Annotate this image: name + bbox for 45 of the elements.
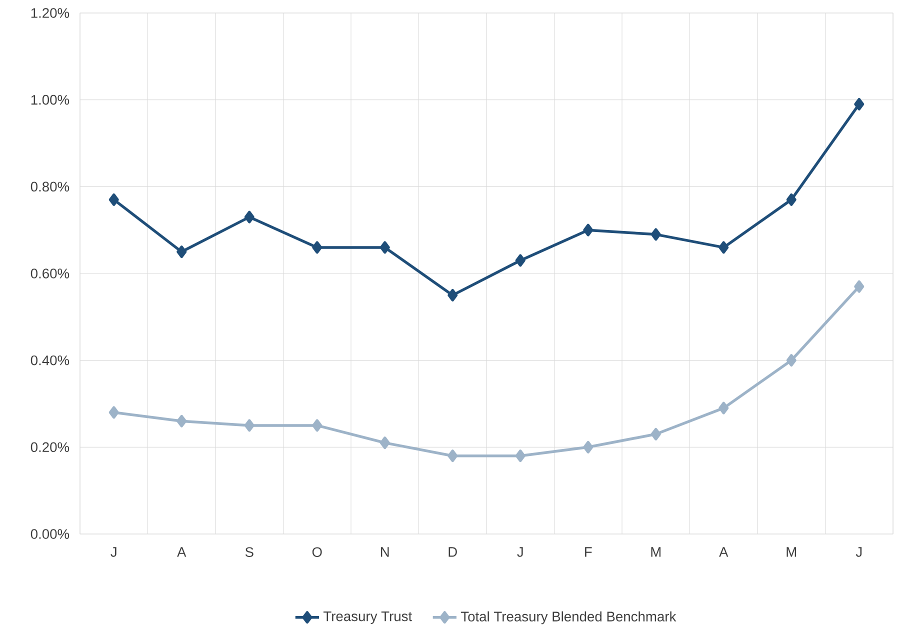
point [312,241,322,254]
y-tick-label: 0.40% [30,355,70,366]
x-tick-label: M [786,547,796,557]
x-tick-label: F [585,547,592,557]
x-tick-label: J [110,547,116,557]
point [380,241,390,254]
y-tick-label: 0.80% [30,182,70,192]
point [583,224,594,236]
point [786,354,796,367]
y-tick-label: 1.20% [31,8,70,18]
legend-label: Total Treasury Blended Benchmark [460,611,676,624]
point [108,406,119,419]
point [448,288,458,302]
point [854,98,864,110]
point [718,402,729,414]
point [380,436,390,450]
x-tick-label: N [381,547,389,557]
point [650,428,661,440]
point [448,450,458,462]
point [718,241,729,254]
y-tick-label: 0.20% [30,442,70,452]
point [176,246,187,258]
point [312,419,322,432]
point [786,193,796,206]
point [515,450,526,462]
legend-label: Treasury Trust [323,612,412,624]
x-tick-label: M [651,547,661,557]
y-tick-label: 1.00% [31,94,70,105]
point [854,280,864,293]
x-tick-label: S [245,547,254,557]
x-tick-label: A [719,547,728,557]
point [244,210,254,224]
x-tick-label: O [312,547,322,557]
point [244,419,254,432]
point [583,440,594,454]
point [176,414,187,428]
x-tick-label: J [856,547,862,557]
y-tick-label: 0.60% [30,268,70,278]
point [108,193,119,206]
y-tick-label: 0.00% [30,529,70,539]
x-tick-label: D [448,547,457,557]
point [515,254,526,267]
x-tick-label: A [177,547,186,557]
x-tick-label: J [517,547,523,557]
point [650,228,661,241]
